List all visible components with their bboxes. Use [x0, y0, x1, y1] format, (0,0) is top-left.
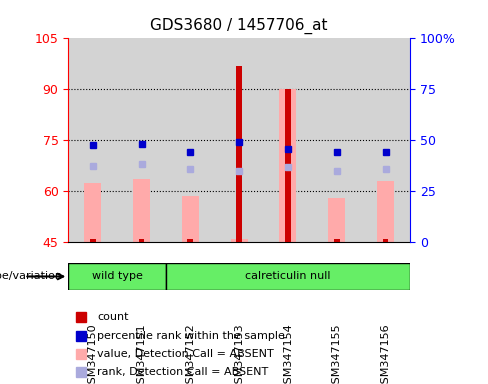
Bar: [187, 238, 193, 242]
Text: count: count: [97, 312, 128, 322]
Bar: [166, 263, 410, 290]
Bar: [215, 38, 264, 242]
Bar: [377, 181, 394, 242]
Bar: [230, 238, 248, 242]
Bar: [182, 196, 199, 242]
Bar: [236, 66, 242, 242]
Text: wild type: wild type: [92, 271, 142, 281]
Text: percentile rank within the sample: percentile rank within the sample: [97, 331, 285, 341]
Bar: [312, 38, 361, 242]
Bar: [133, 179, 150, 242]
Text: value, Detection Call = ABSENT: value, Detection Call = ABSENT: [97, 349, 274, 359]
Bar: [166, 38, 215, 242]
Bar: [279, 89, 297, 242]
Bar: [68, 263, 166, 290]
Text: rank, Detection Call = ABSENT: rank, Detection Call = ABSENT: [97, 367, 268, 377]
Bar: [334, 238, 340, 242]
Title: GDS3680 / 1457706_at: GDS3680 / 1457706_at: [150, 18, 328, 34]
Bar: [361, 38, 410, 242]
Bar: [264, 38, 312, 242]
Bar: [383, 238, 388, 242]
Bar: [285, 89, 291, 242]
Text: calreticulin null: calreticulin null: [245, 271, 331, 281]
Bar: [117, 38, 166, 242]
Bar: [68, 38, 117, 242]
Bar: [90, 238, 96, 242]
Text: genotype/variation: genotype/variation: [0, 271, 62, 281]
Bar: [139, 238, 144, 242]
Bar: [328, 198, 345, 242]
Bar: [84, 182, 102, 242]
